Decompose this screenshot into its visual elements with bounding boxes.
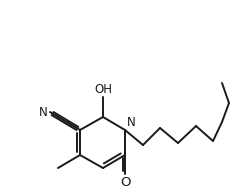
- Text: N: N: [39, 106, 48, 119]
- Text: N: N: [127, 116, 136, 129]
- Text: O: O: [120, 176, 130, 189]
- Text: OH: OH: [94, 83, 112, 96]
